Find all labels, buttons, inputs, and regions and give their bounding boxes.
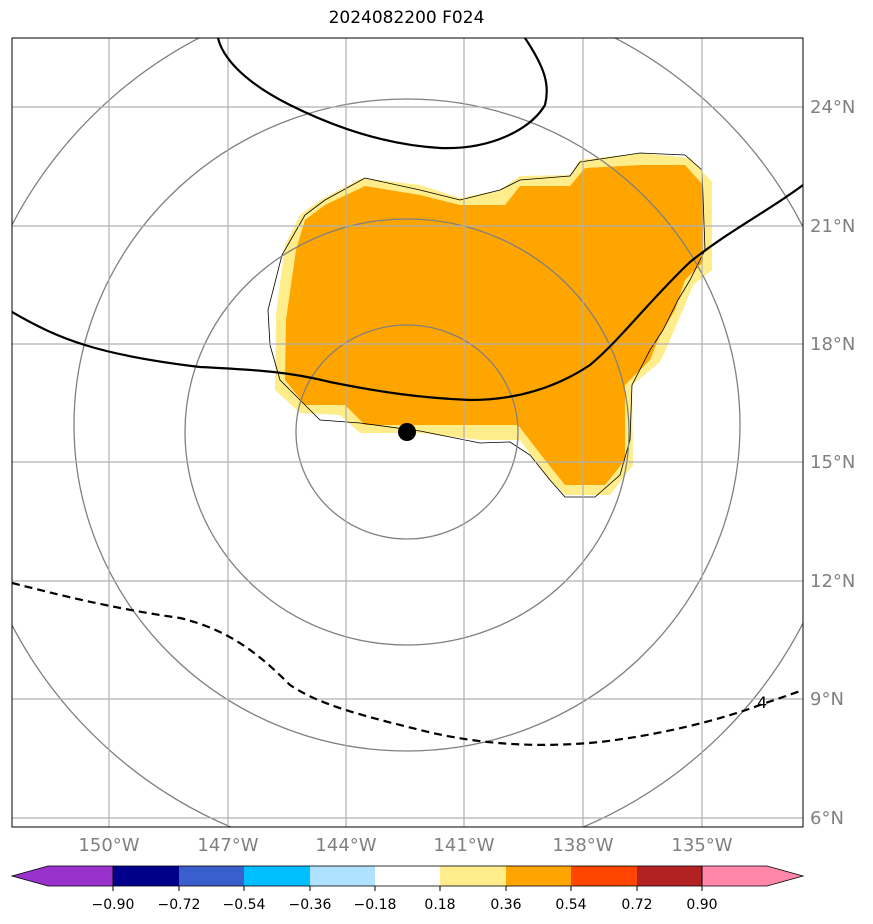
- storm-center-marker: [398, 423, 416, 441]
- colorbar: −0.90 −0.72 −0.54 −0.36 −0.18 0.18 0.36 …: [10, 865, 805, 913]
- lat-label: 15°N: [810, 452, 855, 473]
- field-outline: [267, 152, 706, 498]
- colorbar-tick-label: 0.72: [621, 897, 652, 913]
- colorbar-swatch: [440, 866, 506, 886]
- colorbar-tick-label: 0.36: [490, 897, 521, 913]
- colorbar-swatch: [310, 866, 375, 886]
- colorbar-swatch: [179, 866, 244, 886]
- contour-dashed: [12, 581, 803, 746]
- lon-label: 150°W: [78, 835, 139, 856]
- lat-label: 6°N: [810, 808, 844, 829]
- lat-label: 24°N: [810, 97, 855, 118]
- colorbar-tick-label: −0.54: [223, 897, 266, 913]
- lat-label: 18°N: [810, 334, 855, 355]
- contour-mid: [12, 184, 803, 402]
- colorbar-extend-left: [10, 865, 114, 887]
- gridlines: [12, 38, 803, 827]
- colorbar-tick-label: −0.18: [354, 897, 397, 913]
- colorbar-swatch: [244, 866, 310, 886]
- colorbar-tick-label: −0.72: [158, 897, 201, 913]
- colorbar-swatch: [506, 866, 571, 886]
- lat-labels: 24°N 21°N 18°N 15°N 12°N 9°N 6°N: [810, 97, 855, 829]
- lon-label: 147°W: [197, 835, 258, 856]
- colorbar-swatch: [571, 866, 637, 886]
- map-title: 2024082200 F024: [328, 8, 485, 28]
- colorbar-tick-label: 0.54: [555, 897, 586, 913]
- colorbar-swatch: [375, 866, 440, 886]
- contour-top: [216, 38, 548, 150]
- lat-label: 9°N: [810, 689, 844, 710]
- lon-label: 144°W: [315, 835, 376, 856]
- colorbar-tick-label: 0.18: [424, 897, 455, 913]
- lon-label: 141°W: [433, 835, 494, 856]
- lon-label: 138°W: [552, 835, 613, 856]
- lat-label: 12°N: [810, 571, 855, 592]
- lon-label: 135°W: [671, 835, 732, 856]
- colorbar-extend-right: [701, 865, 805, 887]
- field-orange: [285, 165, 703, 485]
- range-rings: [12, 38, 803, 827]
- map-frame: [11, 37, 804, 828]
- colorbar-frame: [112, 865, 703, 887]
- contour-label: 4: [757, 693, 767, 712]
- colorbar-tick-label: 0.90: [686, 897, 717, 913]
- lat-label: 21°N: [810, 216, 855, 237]
- colorbar-swatch: [637, 866, 702, 886]
- lon-labels: 150°W 147°W 144°W 141°W 138°W 135°W: [78, 835, 732, 856]
- colorbar-tick-label: −0.90: [92, 897, 135, 913]
- colorbar-tick-label: −0.36: [289, 897, 332, 913]
- colorbar-swatch: [113, 866, 179, 886]
